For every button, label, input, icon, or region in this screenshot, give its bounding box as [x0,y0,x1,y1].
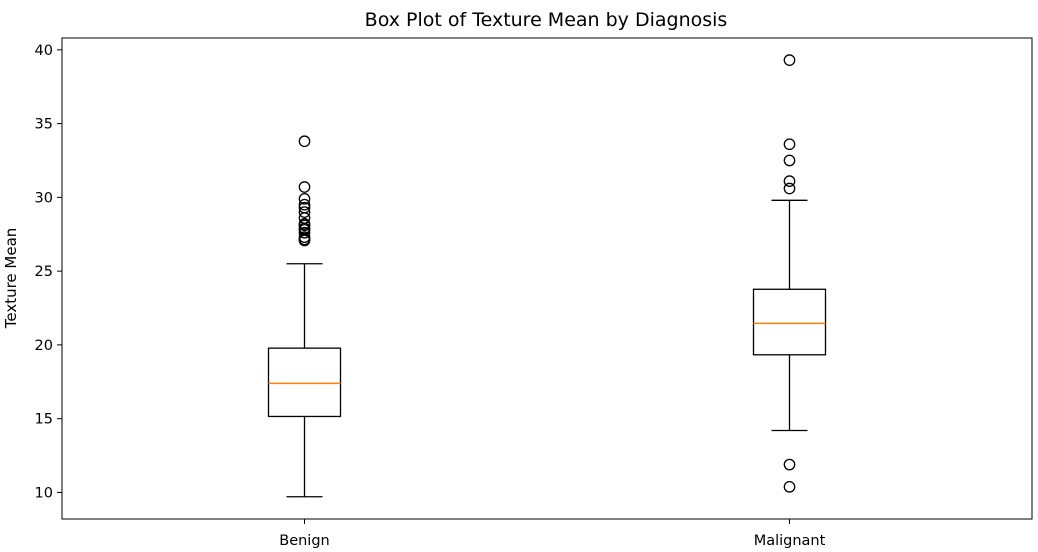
benign-outlier-point [298,135,311,148]
y-tick-label: 40 [35,43,53,59]
malignant-outlier-point [783,138,796,151]
benign-outlier-point [298,192,311,205]
benign-outlier-point [298,226,311,239]
x-tick-label-malignant: Malignant [754,533,826,549]
y-axis-label: Texture Mean [2,228,20,330]
malignant-box [752,288,827,356]
malignant-outlier-point [783,154,796,167]
malignant-outlier-point [783,458,796,471]
benign-outlier-point [298,206,311,218]
x-tick-label-benign: Benign [279,533,329,549]
y-tick-label: 15 [35,412,53,428]
benign-outlier-point [298,231,311,244]
chart-title: Box Plot of Texture Mean by Diagnosis [365,9,728,31]
plot-area: 10 15 20 25 30 35 40 Benign Malignant [35,37,1033,549]
axes-frame [61,37,1033,520]
y-tick-label: 30 [35,190,53,206]
malignant-outlier-point [783,182,796,195]
y-tick-label: 35 [35,117,53,133]
benign-outlier-point [298,212,311,224]
malignant-outlier-point [783,54,796,66]
y-tick-label: 10 [35,485,53,501]
benign-box [267,347,342,418]
benign-outlier-point [298,201,311,214]
benign-outlier-point [298,198,311,211]
benign-outlier-point [298,181,311,193]
malignant-outlier-point [783,480,796,493]
y-tick-label: 20 [35,338,53,354]
benign-outlier-point [298,218,311,230]
y-tick-label: 25 [35,264,53,280]
malignant-outlier-point [783,175,796,187]
